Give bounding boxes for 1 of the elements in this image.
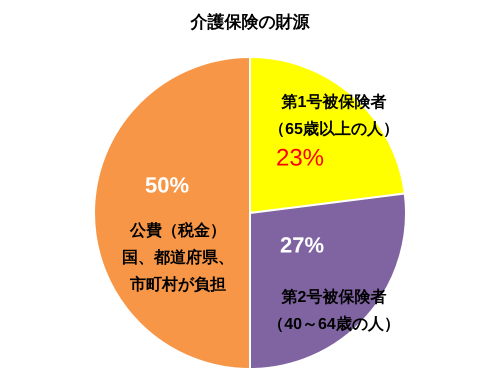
title: 介護保険の財源 (190, 12, 310, 32)
